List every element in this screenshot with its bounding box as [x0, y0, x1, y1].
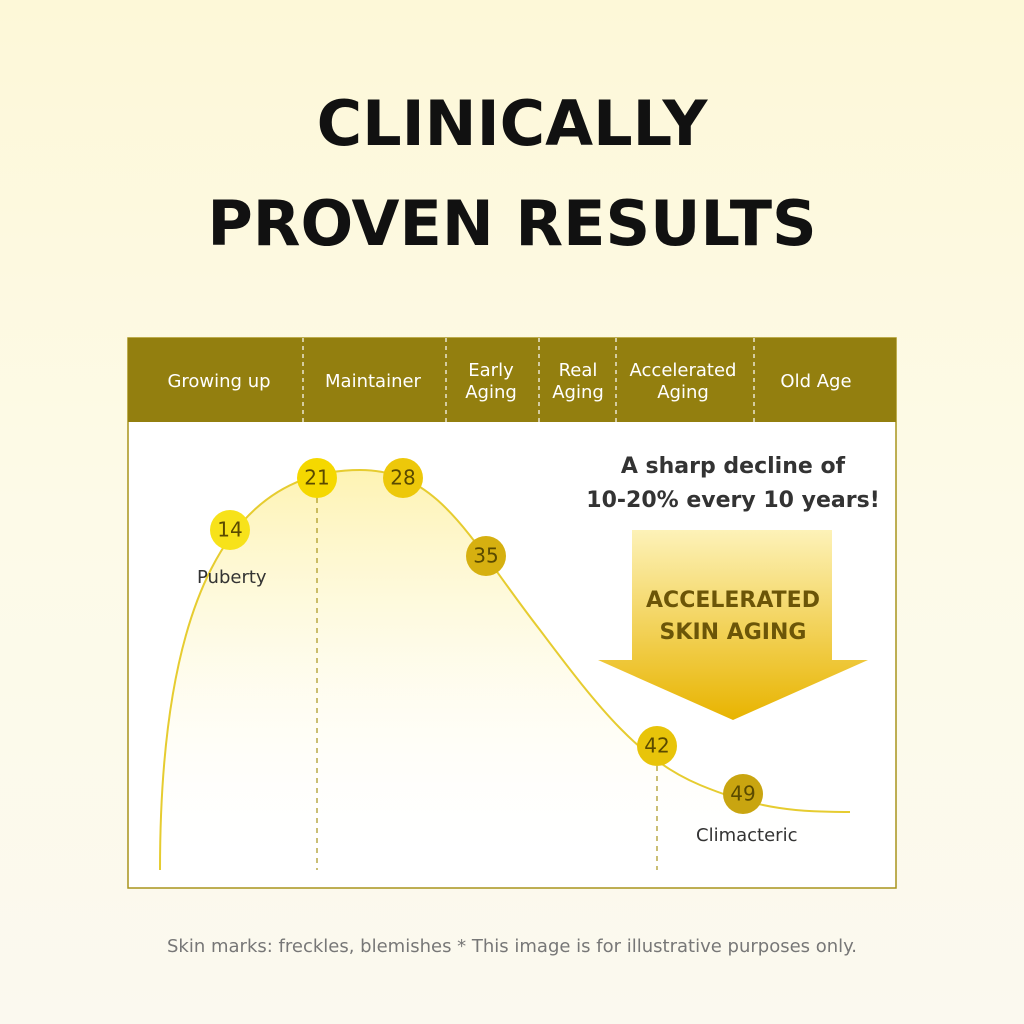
age-label: 28 [390, 466, 415, 490]
stage-dividers [302, 338, 755, 422]
decline-arrow [598, 530, 868, 720]
age-marker [383, 458, 423, 498]
stage-label: Accelerated [630, 360, 737, 381]
age-label: 49 [730, 782, 755, 806]
stage-label: Growing up [167, 371, 270, 392]
age-marker [723, 774, 763, 814]
age-label: 14 [217, 518, 242, 542]
title-line: CLINICALLY [317, 87, 709, 160]
stage-label: Aging [465, 382, 517, 403]
stage-band [128, 338, 896, 422]
age-marker [210, 510, 250, 550]
stage-label: Real [559, 360, 598, 381]
point-note: Climacteric [696, 825, 797, 846]
guide-lines [316, 498, 658, 870]
stage-label: Aging [552, 382, 604, 403]
callout-line: 10-20% every 10 years! [586, 488, 879, 513]
title-line: PROVEN RESULTS [207, 187, 816, 260]
curve-area [160, 470, 850, 870]
stage-label: Old Age [780, 371, 851, 392]
stage-label: Aging [657, 382, 709, 403]
arrow-text: SKIN AGING [660, 620, 807, 645]
footnote: Skin marks: freckles, blemishes * This i… [167, 936, 857, 957]
arrow-text: ACCELERATED [646, 588, 820, 613]
stage-label: Early [468, 360, 514, 381]
age-marker [637, 726, 677, 766]
point-note: Puberty [197, 567, 267, 588]
age-label: 35 [473, 544, 498, 568]
callout-line: A sharp decline of [621, 454, 846, 479]
stage-label: Maintainer [325, 371, 422, 392]
age-marker [466, 536, 506, 576]
age-marker [297, 458, 337, 498]
age-label: 21 [304, 466, 329, 490]
age-label: 42 [644, 734, 669, 758]
